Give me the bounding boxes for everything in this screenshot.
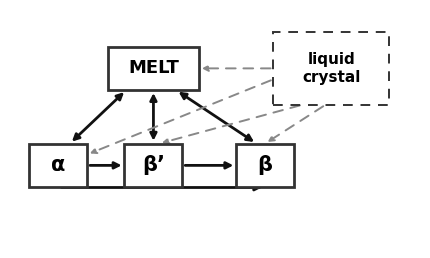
Text: β: β <box>257 155 272 175</box>
Text: β’: β’ <box>141 155 165 175</box>
Bar <box>29 143 87 187</box>
FancyArrowPatch shape <box>185 163 230 168</box>
FancyArrowPatch shape <box>164 106 299 143</box>
Text: MELT: MELT <box>128 59 178 77</box>
FancyArrowPatch shape <box>203 66 270 71</box>
FancyArrowPatch shape <box>92 80 270 153</box>
Bar <box>273 32 388 105</box>
FancyArrowPatch shape <box>90 163 118 168</box>
Bar <box>108 46 199 90</box>
FancyArrowPatch shape <box>269 106 322 141</box>
Text: liquid
crystal: liquid crystal <box>301 52 360 85</box>
Text: α: α <box>51 155 65 175</box>
FancyArrowPatch shape <box>74 94 122 140</box>
Bar <box>124 143 182 187</box>
FancyArrowPatch shape <box>150 96 156 138</box>
Bar <box>236 143 293 187</box>
FancyArrowPatch shape <box>181 93 251 140</box>
